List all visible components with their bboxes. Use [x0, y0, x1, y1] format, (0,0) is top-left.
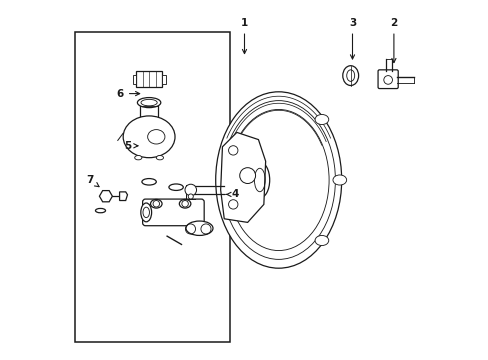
Ellipse shape	[142, 179, 156, 185]
Ellipse shape	[215, 92, 341, 268]
Bar	[132, 75, 136, 84]
FancyBboxPatch shape	[377, 70, 397, 89]
Ellipse shape	[123, 116, 175, 158]
Text: 6: 6	[117, 89, 140, 99]
FancyBboxPatch shape	[136, 71, 162, 87]
Polygon shape	[99, 190, 112, 202]
Text: 3: 3	[348, 18, 355, 59]
Ellipse shape	[156, 156, 163, 160]
Text: 1: 1	[241, 18, 247, 54]
Ellipse shape	[137, 98, 161, 108]
Ellipse shape	[185, 221, 213, 235]
Ellipse shape	[141, 203, 151, 222]
Ellipse shape	[150, 199, 162, 208]
Text: 5: 5	[123, 141, 138, 151]
Circle shape	[188, 194, 193, 199]
Polygon shape	[220, 132, 265, 222]
Ellipse shape	[342, 66, 358, 85]
Ellipse shape	[332, 175, 346, 185]
Text: 7: 7	[86, 175, 99, 187]
Polygon shape	[120, 192, 127, 201]
Ellipse shape	[134, 156, 142, 160]
Ellipse shape	[249, 162, 269, 198]
Circle shape	[228, 200, 238, 209]
Circle shape	[184, 184, 196, 196]
Bar	[162, 75, 165, 84]
Circle shape	[239, 168, 255, 184]
Bar	[75, 32, 230, 342]
Ellipse shape	[168, 184, 183, 190]
FancyBboxPatch shape	[142, 199, 204, 226]
Ellipse shape	[314, 114, 328, 125]
Circle shape	[228, 146, 238, 155]
Ellipse shape	[95, 208, 105, 213]
Text: 4: 4	[226, 189, 239, 199]
Ellipse shape	[314, 235, 328, 246]
Ellipse shape	[179, 199, 190, 208]
Text: 2: 2	[389, 18, 397, 63]
